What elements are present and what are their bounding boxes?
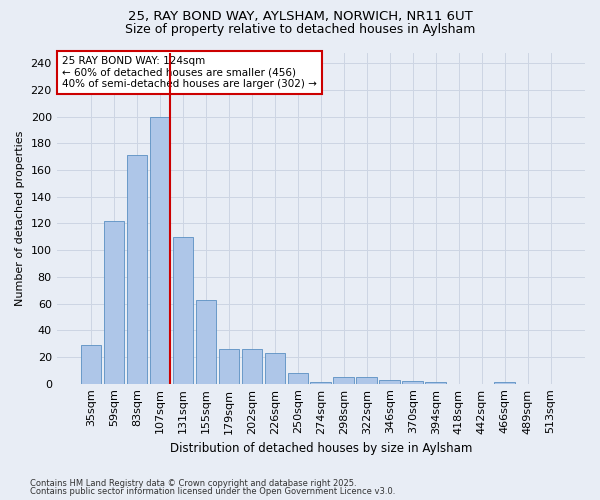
- Bar: [149, 116, 170, 384]
- Y-axis label: Number of detached properties: Number of detached properties: [15, 130, 25, 306]
- Bar: [310, 382, 331, 384]
- Bar: [403, 381, 423, 384]
- Bar: [80, 345, 101, 384]
- Bar: [494, 382, 515, 384]
- Bar: [265, 353, 285, 384]
- Bar: [104, 221, 124, 384]
- Text: 25 RAY BOND WAY: 124sqm
← 60% of detached houses are smaller (456)
40% of semi-d: 25 RAY BOND WAY: 124sqm ← 60% of detache…: [62, 56, 317, 89]
- Bar: [379, 380, 400, 384]
- Text: Size of property relative to detached houses in Aylsham: Size of property relative to detached ho…: [125, 22, 475, 36]
- Text: 25, RAY BOND WAY, AYLSHAM, NORWICH, NR11 6UT: 25, RAY BOND WAY, AYLSHAM, NORWICH, NR11…: [128, 10, 472, 23]
- Bar: [356, 377, 377, 384]
- Bar: [196, 300, 216, 384]
- Bar: [334, 377, 354, 384]
- Bar: [218, 349, 239, 384]
- Text: Contains HM Land Registry data © Crown copyright and database right 2025.: Contains HM Land Registry data © Crown c…: [30, 478, 356, 488]
- X-axis label: Distribution of detached houses by size in Aylsham: Distribution of detached houses by size …: [170, 442, 472, 455]
- Bar: [287, 373, 308, 384]
- Bar: [242, 349, 262, 384]
- Text: Contains public sector information licensed under the Open Government Licence v3: Contains public sector information licen…: [30, 487, 395, 496]
- Bar: [173, 237, 193, 384]
- Bar: [425, 382, 446, 384]
- Bar: [127, 156, 148, 384]
